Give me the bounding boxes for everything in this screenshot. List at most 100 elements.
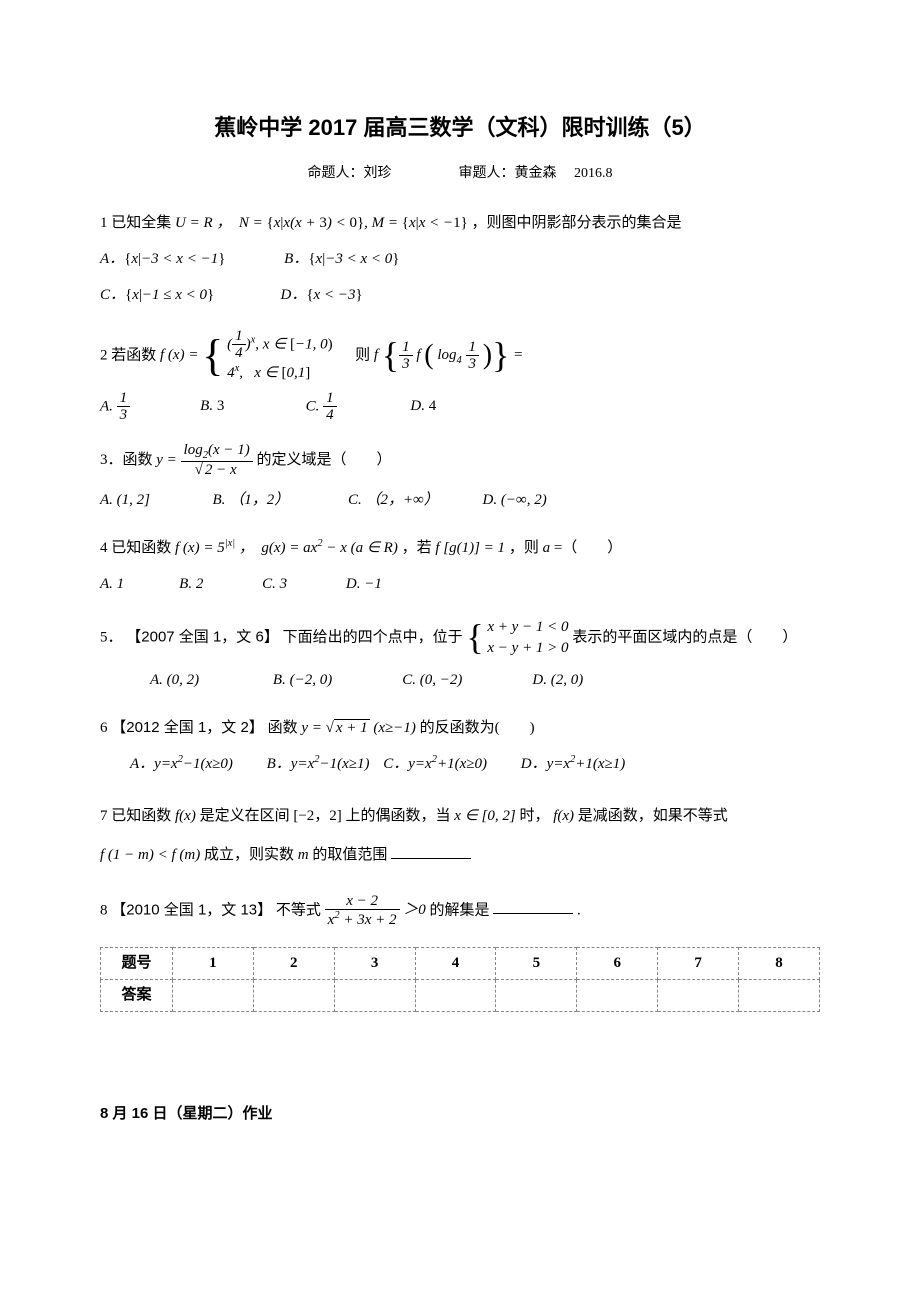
table-row-header: 题号 1 2 3 4 5 6 7 8	[101, 947, 820, 979]
q7-m3: 是减函数，如果不等式	[578, 808, 728, 824]
q3-opt-b: B. （1，2）	[213, 485, 290, 515]
q7-prefix: 7 已知函数	[100, 808, 175, 824]
q1-opt-d: D．{x < −3}	[281, 280, 363, 310]
q3-opt-d: D. (−∞, 2)	[483, 485, 547, 515]
q3-options: A. (1, 2] B. （1，2） C. （2，+∞） D. (−∞, 2)	[100, 485, 820, 515]
q4-opt-c: C. 3	[262, 569, 287, 599]
q6-opt-b: B．y=x2−1(x≥1)	[267, 749, 370, 779]
q3-prefix: 3．函数	[100, 452, 156, 468]
q6-tag: 【2012 全国 1，文 2】	[111, 719, 264, 736]
q4-expr2: f [g(1)] = 1	[435, 540, 505, 556]
q5-opt-d: D. (2, 0)	[532, 665, 583, 695]
question-7: 7 已知函数 f(x) 是定义在区间 [−2，2] 上的偶函数，当 x ∈ [0…	[100, 797, 820, 875]
q5-system: { x + y − 1 < 0 x − y + 1 > 0	[466, 629, 572, 645]
col-3: 3	[334, 947, 415, 979]
setter-name: 刘珍	[364, 166, 392, 181]
q2-opt-d: D. 4	[410, 391, 436, 421]
q5-opt-c: C. (0, −2)	[402, 665, 462, 695]
q7-l2s: 的取值范围	[312, 847, 387, 863]
page-title: 蕉岭中学 2017 届高三数学（文科）限时训练（5）	[100, 110, 820, 145]
ans-5[interactable]	[496, 979, 577, 1011]
col-8: 8	[739, 947, 820, 979]
reviewer-name: 黄金森	[515, 166, 557, 181]
q2-piecewise: f (x) = { (14)x, x ∈ [−1, 0) 4x, x ∈ [0,…	[160, 347, 336, 363]
q1-opt-c: C．{x|−1 ≤ x < 0}	[100, 280, 214, 310]
q7-e3: f(x)	[553, 808, 574, 824]
q2-options: A. 13 B. 3 C. 14 D. 4	[100, 390, 820, 424]
q6-suffix: 的反函数为( )	[420, 720, 535, 736]
question-4: 4 已知函数 f (x) = 5|x| ， g(x) = ax2 − x (a …	[100, 533, 820, 599]
q2-opt-a: A. 13	[100, 390, 130, 424]
q1-suffix: ，则图中阴影部分表示的集合是	[472, 215, 682, 231]
q7-ineq: f (1 − m) < f (m)	[100, 847, 200, 863]
q6-expr: y = √x + 1 (x≥−1)	[301, 720, 416, 736]
question-8: 8 【2010 全国 1，文 13】 不等式 x − 2 x2 + 3x + 2…	[100, 893, 820, 929]
q5-suffix: 表示的平面区域内的点是（ ）	[572, 629, 797, 645]
q4-options: A. 1 B. 2 C. 3 D. −1	[100, 569, 820, 599]
q4-opt-d: D. −1	[346, 569, 382, 599]
question-1: 1 已知全集 U = R ， N = {x|x(x + 3) < 0}, M =…	[100, 208, 820, 310]
q6-stem: 函数	[268, 720, 302, 736]
q7-e1: f(x)	[175, 808, 196, 824]
q3-opt-a: A. (1, 2]	[100, 485, 150, 515]
q5-opt-b: B. (−2, 0)	[273, 665, 332, 695]
question-2: 2 若函数 f (x) = { (14)x, x ∈ [−1, 0) 4x, x…	[100, 328, 820, 424]
q8-suffix: 的解集是	[430, 902, 490, 918]
q4-opt-a: A. 1	[100, 569, 124, 599]
ans-3[interactable]	[334, 979, 415, 1011]
q2-opt-c: C. 14	[306, 390, 337, 424]
col-1: 1	[172, 947, 253, 979]
q1-opt-b: B．{x|−3 < x < 0}	[284, 244, 399, 274]
q1-prefix: 1 已知全集	[100, 215, 175, 231]
q8-prefix: 8	[100, 902, 111, 918]
q5-prefix: 5．	[100, 629, 123, 645]
q4-opt-b: B. 2	[179, 569, 203, 599]
ans-8[interactable]	[739, 979, 820, 1011]
setter-label: 命题人：	[308, 166, 364, 181]
answer-table: 题号 1 2 3 4 5 6 7 8 答案	[100, 947, 820, 1012]
col-2: 2	[253, 947, 334, 979]
q5-opt-a: A. (0, 2)	[150, 665, 199, 695]
ans-4[interactable]	[415, 979, 496, 1011]
reviewer-label: 审题人：	[459, 166, 515, 181]
q5-tag: 【2007 全国 1，文 6】	[126, 628, 279, 645]
question-5: 5． 【2007 全国 1，文 6】 下面给出的四个点中，位于 { x + y …	[100, 617, 820, 695]
ans-1[interactable]	[172, 979, 253, 1011]
question-3: 3．函数 y = log2(x − 1) √2 − x 的定义域是（ ） A. …	[100, 442, 820, 515]
col-6: 6	[577, 947, 658, 979]
q1-options-row1: A．{x|−3 < x < −1} B．{x|−3 < x < 0}	[100, 244, 820, 274]
q2-rhs: f {13 f ( log4 13 )} =	[374, 347, 523, 363]
q4-suffix: ，则 a =（ ）	[509, 540, 622, 556]
q1-options-row2: C．{x|−1 ≤ x < 0} D．{x < −3}	[100, 280, 820, 310]
q6-opt-d: D．y=x2+1(x≥1)	[521, 749, 626, 779]
q6-options: A．y=x2−1(x≥0) B．y=x2−1(x≥1) C．y=x2+1(x≥0…	[100, 749, 820, 779]
ans-2[interactable]	[253, 979, 334, 1011]
q2-then: 则	[355, 347, 370, 363]
q7-var: m	[298, 847, 309, 863]
q4-mid: ，若	[402, 540, 436, 556]
q7-blank[interactable]	[391, 844, 471, 859]
author-line: 命题人：刘珍 审题人：黄金森 2016.8	[100, 163, 820, 185]
q5-stem: 下面给出的四个点中，位于	[283, 629, 463, 645]
q7-m1: 是定义在区间 [−2，2] 上的偶函数，当	[200, 808, 455, 824]
col-7: 7	[658, 947, 739, 979]
q6-prefix: 6	[100, 720, 111, 736]
q8-blank[interactable]	[493, 899, 573, 914]
ans-7[interactable]	[658, 979, 739, 1011]
ans-6[interactable]	[577, 979, 658, 1011]
col-4: 4	[415, 947, 496, 979]
q1-opt-a: A．{x|−3 < x < −1}	[100, 244, 225, 274]
q3-opt-c: C. （2，+∞）	[348, 485, 439, 515]
q8-stem: 不等式	[276, 902, 325, 918]
q4-prefix: 4 已知函数	[100, 540, 175, 556]
q1-expr: U = R ， N = {x|x(x + 3) < 0}, M = {x|x <…	[175, 215, 468, 231]
hdr-ans: 答案	[101, 979, 173, 1011]
q7-l2t: 成立，则实数	[204, 847, 298, 863]
q8-expr: x − 2 x2 + 3x + 2 ＞0	[325, 902, 430, 918]
q6-opt-c: C．y=x2+1(x≥0)	[383, 749, 487, 779]
q3-suffix: 的定义域是（ ）	[257, 452, 392, 468]
q3-expr: y = log2(x − 1) √2 − x	[156, 452, 256, 468]
q7-m2: 时，	[519, 808, 549, 824]
homework-heading: 8 月 16 日（星期二）作业	[100, 1102, 820, 1126]
table-row-answers: 答案	[101, 979, 820, 1011]
